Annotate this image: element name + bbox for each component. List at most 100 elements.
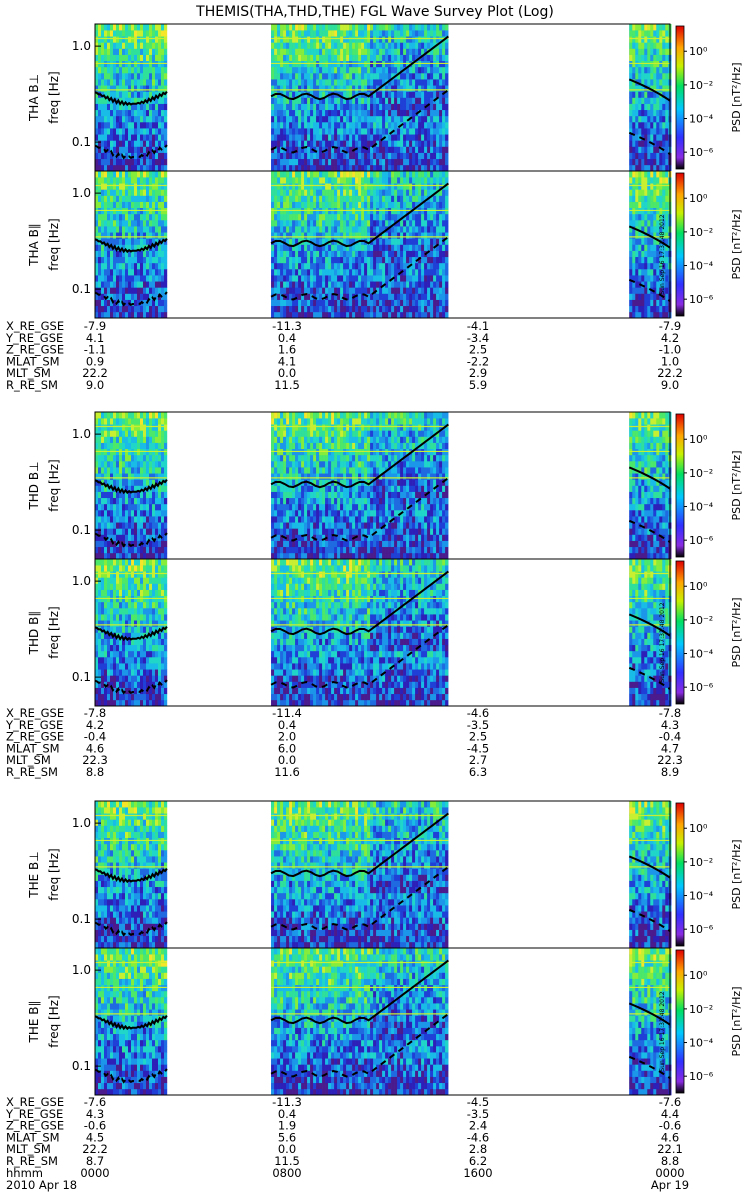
panel-label: THD B⊥ [27,461,41,510]
y-tick-label: 1.0 [72,963,91,977]
ephemeris-value: 4.4 [661,1107,679,1121]
ephemeris-value: 0.4 [278,331,296,345]
timestamp-stamp: Sun Sep 16 17:31:48 2012 [659,214,666,294]
colorbar-tick-label: 10⁻² [689,614,713,627]
colorbar-tick-label: 10⁻⁴ [689,890,714,903]
ephemeris-value: 0.0 [278,1142,296,1156]
ephemeris-value: -0.4 [659,730,681,744]
panel-label: THD B∥ [27,611,41,656]
spectrogram-block [270,171,449,319]
date-label: Apr 19 [651,1178,689,1192]
half-gyrofrequency-curve [270,1013,449,1078]
ephemeris-value: 2.5 [469,730,487,744]
colorbar-tick-label: 10⁻⁶ [689,681,714,694]
ephemeris-value: -7.9 [659,319,681,333]
colorbar-scale [675,949,685,1094]
timestamp-stamp: Sun Sep 16 17:31:48 2012 [659,991,666,1071]
colorbar-label: PSD [nT²/Hz] [730,209,743,279]
spectrogram-block [270,24,449,172]
half-gyrofrequency-curve [270,236,449,301]
colorbar-tick-label: 10⁻⁴ [689,260,714,273]
ephemeris-value: 22.2 [657,366,683,380]
half-gyrofrequency-curve [628,519,671,543]
gyrofrequency-curve [628,613,671,637]
colorbar-5: 10⁰ 10⁻² 10⁻⁴ 10⁻⁶ PSD [nT²/Hz] [675,949,743,1094]
colorbar-tick-label: 10⁻² [689,226,713,239]
ephemeris-thd: X_RE_GSE -7.8 -11.4 -4.6 -7.8 Y_RE_GSE 4.2 0.4 -… [5,706,683,779]
gyrofrequency-curve [94,238,168,254]
gyrofrequency-curve [94,479,168,495]
colorbar-tick-label: 10⁰ [689,192,708,205]
ephemeris-value: -7.9 [84,319,106,333]
ephemeris-value: 11.6 [274,765,300,779]
ephemeris-value: 4.1 [278,354,296,368]
date-label: 2010 Apr 18 [6,1178,77,1192]
ephemeris-value: 22.2 [82,1142,108,1156]
half-gyrofrequency-curve [94,679,168,695]
y-tick-label: 1.0 [72,39,91,53]
spectrogram-block [94,24,168,172]
gyrofrequency-curve [628,466,671,490]
ephemeris-value: -4.6 [467,1130,489,1144]
ephemeris-value: 22.3 [82,753,108,767]
colorbar-tick-label: 10⁻⁶ [689,146,714,159]
ephemeris-row-label: R_RE_SM [6,765,58,779]
ephemeris-value: 22.2 [82,366,108,380]
colorbar-4: 10⁰ 10⁻² 10⁻⁴ 10⁻⁶ PSD [nT²/Hz] [675,802,743,947]
half-gyrofrequency-curve [628,908,671,932]
ephemeris-value: 11.5 [274,378,300,392]
gyrofrequency-curve [94,868,168,884]
half-gyrofrequency-curve [94,1068,168,1084]
ephemeris-value: 1.6 [278,343,296,357]
half-gyrofrequency-curve [628,1055,671,1079]
spectrogram-block [270,412,449,560]
half-gyrofrequency-curve [94,144,168,160]
ephemeris-row-label: MLT_SM [6,1142,51,1156]
ephemeris-value: -0.4 [84,730,106,744]
ephemeris-value: -4.6 [467,706,489,720]
time-tick-label: 0800 [272,1166,301,1180]
ephemeris-value: -7.8 [659,706,681,720]
panel-label: THE B∥ [27,1001,41,1044]
ephemeris-value: 1.0 [661,354,679,368]
ephemeris-value: 8.9 [661,765,679,779]
colorbar-tick-label: 10⁻⁶ [689,1070,714,1083]
ephemeris-value: -11.4 [272,706,302,720]
colorbar-scale [675,25,685,170]
ephemeris-row-label: X_RE_GSE [6,706,64,720]
y-axis-label: freq [Hz] [47,218,61,270]
y-axis-label: freq [Hz] [47,71,61,123]
half-gyrofrequency-curve [270,866,449,931]
panel-label: THA B⊥ [27,74,41,122]
ephemeris-row-label: Z_RE_GSE [6,730,64,744]
colorbar-2: 10⁰ 10⁻² 10⁻⁴ 10⁻⁶ PSD [nT²/Hz] [675,413,743,558]
spectrogram-block [628,171,672,319]
ephemeris-value: -2.2 [467,354,489,368]
colorbar-tick-label: 10⁻² [689,79,713,92]
y-tick-label: 0.1 [72,1059,91,1073]
ephemeris-value: 0.0 [278,366,296,380]
spectrogram-block [270,801,449,949]
ephemeris-value: 8.7 [86,1154,104,1168]
colorbar-tick-label: 10⁰ [689,822,708,835]
ephemeris-row-label: X_RE_GSE [6,1095,64,1109]
ephemeris-value: 4.2 [661,331,679,345]
spectrogram-block [94,412,168,560]
colorbar-tick-label: 10⁻⁶ [689,293,714,306]
ephemeris-value: -1.1 [84,343,106,357]
half-gyrofrequency-curve [628,278,671,302]
colorbar-label: PSD [nT²/Hz] [730,839,743,909]
ephemeris-tha: X_RE_GSE -7.9 -11.3 -4.1 -7.9 Y_RE_GSE 4.1 0.4 -… [5,319,683,392]
colorbar-tick-label: 10⁻⁴ [689,501,714,514]
gyrofrequency-curve [628,1002,671,1026]
colorbar-label: PSD [nT²/Hz] [730,62,743,132]
colorbar-label: PSD [nT²/Hz] [730,986,743,1056]
colorbar-scale [675,413,685,558]
half-gyrofrequency-curve [94,291,168,307]
half-gyrofrequency-curve [628,666,671,690]
ephemeris-value: -7.6 [84,1095,106,1109]
gyrofrequency-curve [628,225,671,249]
panel-frame [94,558,671,707]
